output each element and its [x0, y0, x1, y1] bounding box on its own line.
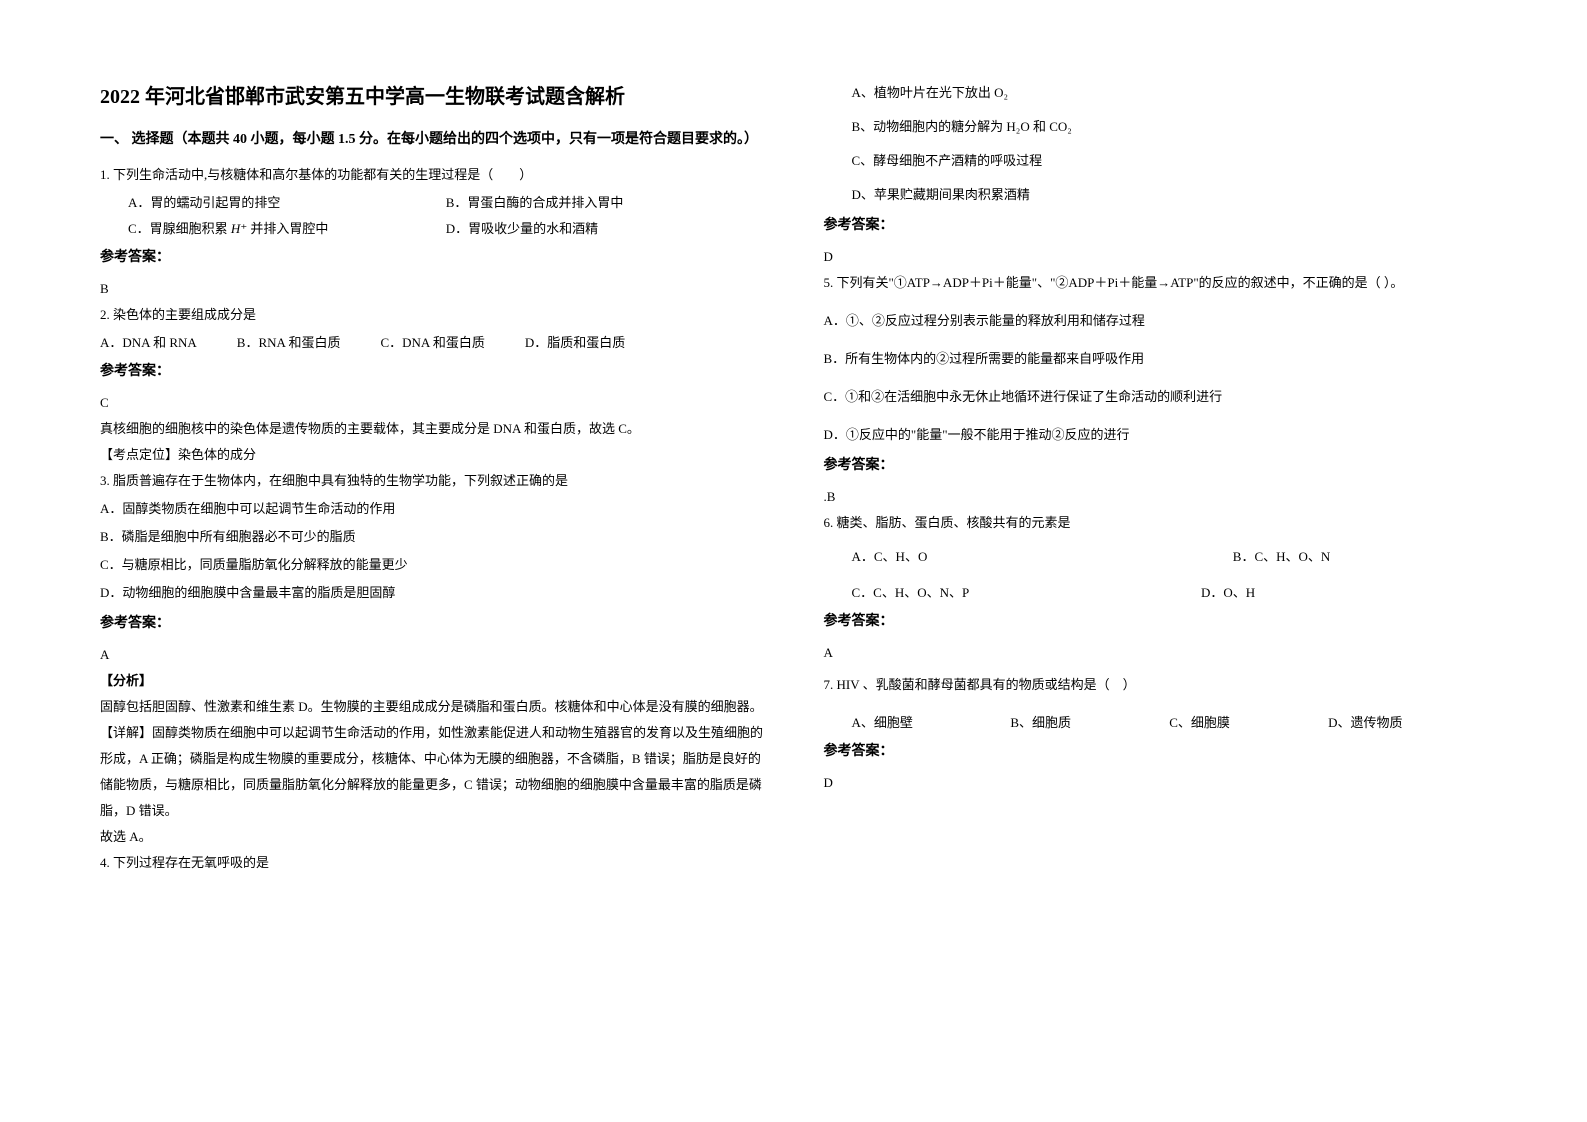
- q3-answer: A: [100, 642, 764, 668]
- q3-option-a: A．固醇类物质在细胞中可以起调节生命活动的作用: [100, 496, 764, 522]
- q3-detail: 【详解】固醇类物质在细胞中可以起调节生命活动的作用，如性激素能促进人和动物生殖器…: [100, 720, 764, 824]
- q1-option-c-var: H: [231, 221, 240, 236]
- q4-answer-label: 参考答案：: [824, 214, 1488, 234]
- q3-detail-body: 固醇类物质在细胞中可以起调节生命活动的作用，如性激素能促进人和动物生殖器官的发育…: [100, 725, 763, 818]
- q7-option-b: B、细胞质: [1010, 710, 1169, 736]
- q5-option-d: D．①反应中的"能量"一般不能用于推动②反应的进行: [824, 422, 1488, 448]
- q7-option-a: A、细胞壁: [852, 710, 1011, 736]
- left-column: 2022 年河北省邯郸市武安第五中学高一生物联考试题含解析 一、 选择题（本题共…: [100, 80, 764, 1082]
- q1-answer-label: 参考答案：: [100, 246, 764, 266]
- q7-option-d: D、遗传物质: [1328, 710, 1487, 736]
- q3-option-b: B．磷脂是细胞中所有细胞器必不可少的脂质: [100, 524, 764, 550]
- q5-option-b: B．所有生物体内的②过程所需要的能量都来自呼吸作用: [824, 346, 1488, 372]
- q5-answer: .B: [824, 484, 1488, 510]
- q6-option-b: B．C、H、O、N: [1233, 544, 1487, 570]
- q1-option-c-pre: C．胃腺细胞积累: [128, 221, 231, 236]
- q3-option-c: C．与糖原相比，同质量脂肪氧化分解释放的能量更少: [100, 552, 764, 578]
- q6-option-c: C．C、H、O、N、P: [852, 580, 1202, 606]
- q5-option-c: C．①和②在活细胞中永无休止地循环进行保证了生命活动的顺利进行: [824, 384, 1488, 410]
- q1-options-row1: A．胃的蠕动引起胃的排空 B．胃蛋白酶的合成并排入胃中: [100, 190, 764, 216]
- q7-answer: D: [824, 770, 1488, 796]
- q6-answer-label: 参考答案：: [824, 610, 1488, 630]
- q2-stem: 2. 染色体的主要组成成分是: [100, 302, 764, 328]
- q3-analysis-label: 【分析】: [100, 668, 764, 694]
- q2-option-b: B．RNA 和蛋白质: [237, 330, 341, 356]
- q1-stem: 1. 下列生命活动中,与核糖体和高尔基体的功能都有关的生理过程是（ ）: [100, 162, 764, 188]
- q6-options-row2: C．C、H、O、N、P D．O、H: [824, 580, 1488, 606]
- q2-options: A．DNA 和 RNA B．RNA 和蛋白质 C．DNA 和蛋白质 D．脂质和蛋…: [100, 330, 764, 356]
- q3-analysis: 固醇包括胆固醇、性激素和维生素 D。生物膜的主要组成成分是磷脂和蛋白质。核糖体和…: [100, 694, 764, 720]
- q6-answer: A: [824, 640, 1488, 666]
- q6-option-d: D．O、H: [1201, 580, 1487, 606]
- q1-option-d: D．胃吸收少量的水和酒精: [446, 216, 764, 242]
- q1-option-a: A．胃的蠕动引起胃的排空: [128, 190, 446, 216]
- q7-answer-label: 参考答案：: [824, 740, 1488, 760]
- q3-conclusion: 故选 A。: [100, 824, 764, 850]
- q3-option-d: D．动物细胞的细胞膜中含量最丰富的脂质是胆固醇: [100, 580, 764, 606]
- q2-answer-label: 参考答案：: [100, 360, 764, 380]
- q2-option-d: D．脂质和蛋白质: [525, 330, 625, 356]
- q1-option-c: C．胃腺细胞积累 H⁺ 并排入胃腔中: [128, 216, 446, 242]
- q2-explain: 真核细胞的细胞核中的染色体是遗传物质的主要载体，其主要成分是 DNA 和蛋白质，…: [100, 416, 764, 442]
- q6-stem: 6. 糖类、脂肪、蛋白质、核酸共有的元素是: [824, 510, 1488, 536]
- q1-options-row2: C．胃腺细胞积累 H⁺ 并排入胃腔中 D．胃吸收少量的水和酒精: [100, 216, 764, 242]
- q2-answer: C: [100, 390, 764, 416]
- q4-option-b: B、动物细胞内的糖分解为 H₂O 和 CO₂: [824, 114, 1488, 140]
- document-title: 2022 年河北省邯郸市武安第五中学高一生物联考试题含解析: [100, 80, 764, 109]
- q2-option-c: C．DNA 和蛋白质: [380, 330, 484, 356]
- q5-answer-label: 参考答案：: [824, 454, 1488, 474]
- q4-option-a: A、植物叶片在光下放出 O₂: [824, 80, 1488, 106]
- q4-answer: D: [824, 244, 1488, 270]
- right-column: A、植物叶片在光下放出 O₂ B、动物细胞内的糖分解为 H₂O 和 CO₂ C、…: [824, 80, 1488, 1082]
- section-heading: 一、 选择题（本题共 40 小题，每小题 1.5 分。在每小题给出的四个选项中，…: [100, 127, 764, 152]
- q3-stem: 3. 脂质普遍存在于生物体内，在细胞中具有独特的生物学功能，下列叙述正确的是: [100, 468, 764, 494]
- q6-option-a: A．C、H、O: [852, 544, 1233, 570]
- q1-answer: B: [100, 276, 764, 302]
- q4-option-c: C、酵母细胞不产酒精的呼吸过程: [824, 148, 1488, 174]
- q3-detail-label: 【详解】: [100, 725, 152, 740]
- q4-option-d: D、苹果贮藏期间果肉积累酒精: [824, 182, 1488, 208]
- q6-options-row1: A．C、H、O B．C、H、O、N: [824, 544, 1488, 570]
- q7-stem: 7. HIV 、乳酸菌和酵母菌都具有的物质或结构是（ ）: [824, 672, 1488, 698]
- q7-option-c: C、细胞膜: [1169, 710, 1328, 736]
- q2-point: 【考点定位】染色体的成分: [100, 442, 764, 468]
- q7-options: A、细胞壁 B、细胞质 C、细胞膜 D、遗传物质: [824, 710, 1488, 736]
- q5-option-a: A．①、②反应过程分别表示能量的释放利用和储存过程: [824, 308, 1488, 334]
- q5-stem: 5. 下列有关"①ATP→ADP＋Pi＋能量"、"②ADP＋Pi＋能量→ATP"…: [824, 270, 1488, 296]
- q3-answer-label: 参考答案：: [100, 612, 764, 632]
- q1-option-c-suf: ⁺ 并排入胃腔中: [240, 221, 328, 236]
- q2-option-a: A．DNA 和 RNA: [100, 330, 197, 356]
- q4-stem: 4. 下列过程存在无氧呼吸的是: [100, 850, 764, 876]
- q1-option-b: B．胃蛋白酶的合成并排入胃中: [446, 190, 764, 216]
